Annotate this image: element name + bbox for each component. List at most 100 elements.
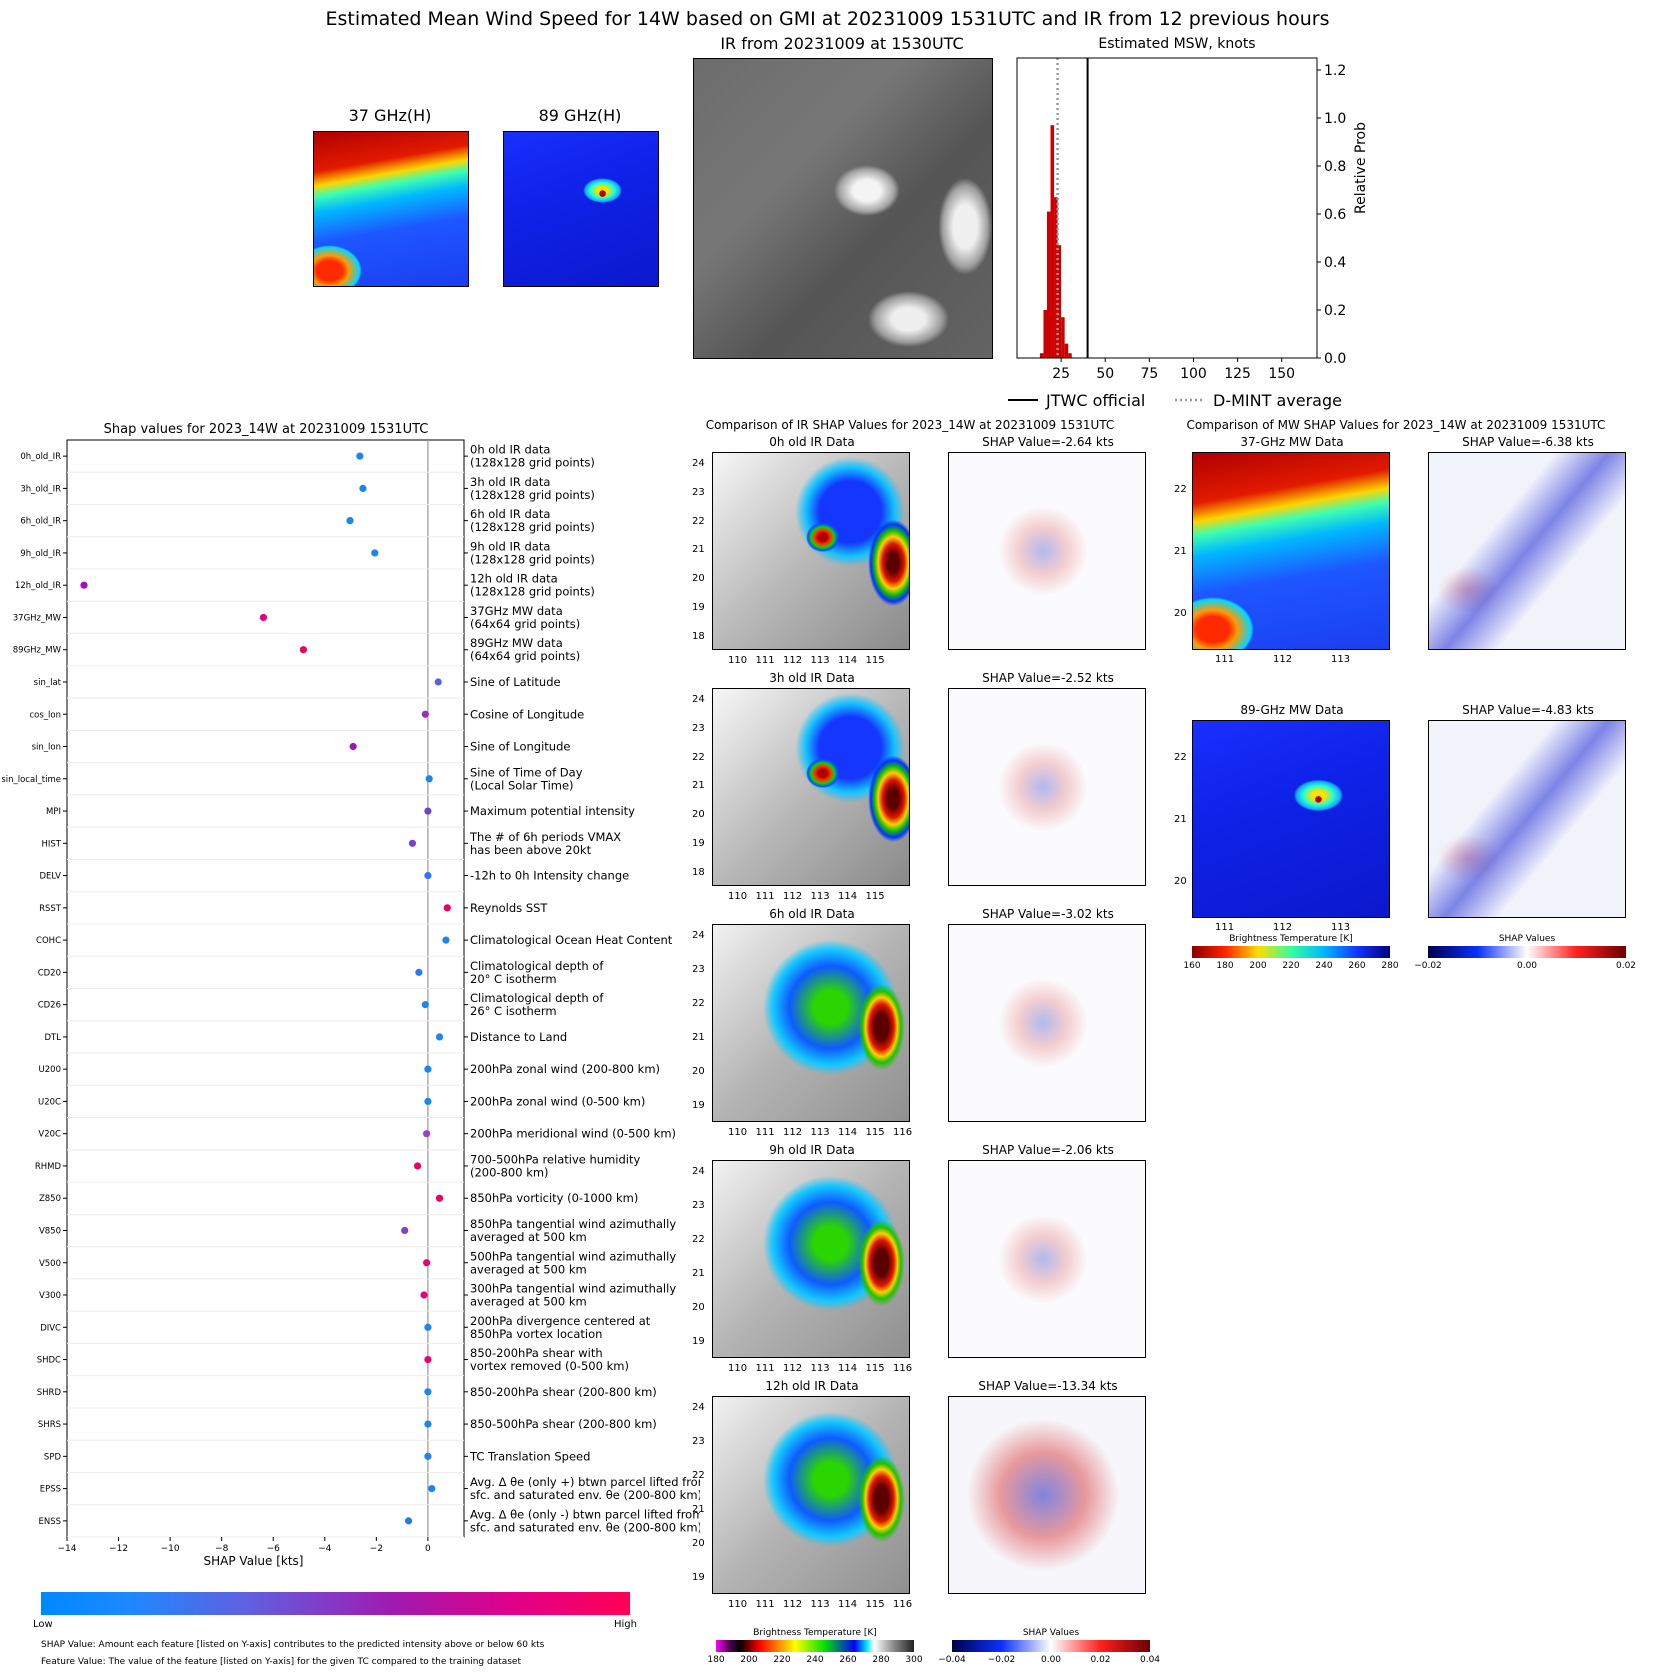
- shap-xlabel: SHAP Value [kts]: [204, 1554, 304, 1568]
- mw-shap-image-0: [1428, 452, 1626, 650]
- shap-feature-desc-24-0: 850hPa tangential wind azimuthally: [470, 1217, 676, 1231]
- ir-ytick-2-5: 19: [692, 1099, 705, 1111]
- shap-point-19: [424, 1065, 432, 1073]
- feature-colorbar-high: High: [614, 1619, 637, 1630]
- mw-colorbar-ticks: 160 180 200 220 240 260 280: [1183, 961, 1398, 973]
- shap-feature-desc-1-1: (128x128 grid points): [470, 488, 595, 502]
- ir-xtick-2-3: 113: [810, 1127, 830, 1138]
- shap-feature-desc-29-0: 850-200hPa shear (200-800 km): [470, 1385, 657, 1399]
- mw-shap-cbar-label: SHAP Values: [1498, 934, 1556, 944]
- shap-feature-desc-15-0: Climatological Ocean Heat Content: [470, 933, 673, 947]
- shap-point-13: [424, 871, 432, 880]
- ir-xtick-3-4: 114: [838, 1363, 858, 1374]
- shap-feature-name-27: DIVC: [40, 1323, 61, 1333]
- shap-feature-name-13: DELV: [39, 872, 61, 882]
- shap-feature-desc-23-0: 850hPa vorticity (0-1000 km): [470, 1191, 638, 1205]
- shap-feature-desc-7-0: Sine of Latitude: [470, 675, 561, 689]
- mw-shap-title-0: SHAP Value=-6.38 kts: [1462, 435, 1594, 449]
- ir-xtick-0-4: 114: [838, 655, 858, 666]
- shap-feature-name-2: 6h_old_IR: [20, 517, 61, 527]
- ir-ytick-1-4: 20: [692, 809, 705, 821]
- shap-feature-name-23: Z850: [39, 1194, 61, 1204]
- ir-colorbar-ticks: 180 200 220 240 260 280 300: [707, 1655, 922, 1667]
- ir-ytick-4-4: 20: [692, 1537, 705, 1549]
- shap-feature-desc-12-0: The # of 6h periods VMAX: [469, 830, 621, 844]
- msw-bar-2: [1047, 211, 1051, 358]
- ir-cbar-tick-5: 280: [872, 1655, 890, 1665]
- mw-ytick-0-2: 20: [1174, 608, 1187, 619]
- ir-xtick-1-0: 110: [728, 891, 748, 902]
- ir-xtick-2-4: 114: [838, 1127, 858, 1138]
- ir-ytick-1-0: 24: [692, 694, 705, 705]
- shap-feature-name-17: CD26: [38, 1001, 61, 1011]
- ir-xtick-3-6: 116: [893, 1363, 913, 1374]
- shap-point-33: [404, 1517, 413, 1525]
- shap-feature-name-19: U200: [39, 1065, 61, 1075]
- ir-xtick-4-2: 112: [783, 1599, 803, 1610]
- mw-colorbar: [1192, 946, 1390, 958]
- shap-feature-name-16: CD20: [38, 968, 61, 978]
- shap-point-14: [443, 904, 451, 912]
- ir-xtick-2-6: 116: [893, 1127, 913, 1138]
- shap-feature-desc-18-0: Distance to Land: [470, 1030, 567, 1044]
- ir-xtick-0-5: 115: [865, 655, 885, 666]
- ir-ytick-3-4: 20: [692, 1301, 705, 1313]
- ir-xtick-1-4: 114: [838, 891, 858, 902]
- shap-feature-desc-14-0: Reynolds SST: [470, 901, 548, 915]
- feature-colorbar-low: Low: [33, 1619, 53, 1630]
- ir-xtick-2-1: 111: [755, 1127, 775, 1138]
- ir-ytick-1-2: 22: [692, 751, 705, 763]
- shap-feature-desc-3-1: (128x128 grid points): [470, 552, 595, 566]
- shap-feature-name-3: 9h_old_IR: [20, 549, 61, 559]
- mw-xtick-1-0: 111: [1215, 922, 1235, 933]
- msw-ytick-2: 0.4: [1324, 255, 1346, 271]
- shap-feature-name-22: RHMD: [35, 1162, 62, 1172]
- msw-bar-4: [1054, 197, 1058, 358]
- ir-shap-image-1: [948, 688, 1146, 886]
- mw-data-title-1: 89-GHz MW Data: [1240, 703, 1344, 717]
- ir-shap-title-0: SHAP Value=-2.64 kts: [982, 435, 1114, 449]
- ir-data-image-1: [712, 688, 910, 886]
- mw-xtick-0-2: 113: [1331, 654, 1351, 665]
- shap-point-28: [424, 1355, 432, 1364]
- ir-ytick-0-1: 23: [692, 486, 705, 498]
- ir-data-title-2: 6h old IR Data: [769, 907, 855, 921]
- shap-feature-desc-4-0: 12h old IR data: [470, 572, 558, 586]
- shap-feature-desc-17-0: Climatological depth of: [470, 991, 604, 1005]
- msw-bar-6: [1061, 317, 1065, 358]
- msw-xtick-2: 75: [1140, 366, 1158, 382]
- shap-feature-desc-3-0: 9h old IR data: [470, 539, 550, 553]
- mw-data-image-1: [1192, 720, 1390, 918]
- shap-feature-desc-0-1: (128x128 grid points): [470, 456, 595, 470]
- shap-feature-name-1: 3h_old_IR: [20, 484, 61, 494]
- ir-ytick-3-3: 21: [692, 1267, 705, 1279]
- mw-shap-colorbar: [1428, 946, 1626, 958]
- ir-ytick-3-1: 23: [692, 1199, 705, 1211]
- shap-feature-desc-20-0: 200hPa zonal wind (0-500 km): [470, 1094, 645, 1108]
- ir-shap-image-4: [948, 1396, 1146, 1594]
- shap-feature-desc-4-1: (128x128 grid points): [470, 585, 595, 599]
- mw-ytick-0-1: 21: [1174, 546, 1187, 557]
- shap-point-20: [424, 1097, 432, 1106]
- mw-shap-cbar-tick-0: −0.02: [1414, 961, 1442, 971]
- shap-feature-name-7: sin_lat: [34, 678, 62, 688]
- ir-xtick-1-5: 115: [865, 891, 885, 902]
- msw-xtick-5: 150: [1268, 366, 1295, 382]
- ir-ytick-0-0: 24: [692, 458, 705, 469]
- shap-feature-desc-6-1: (64x64 grid points): [470, 649, 580, 663]
- shap-feature-desc-12-1: has been above 20kt: [470, 843, 592, 857]
- shap-feature-desc-25-1: averaged at 500 km: [470, 1262, 587, 1276]
- footnote-shap: SHAP Value: Amount each feature [listed …: [41, 1640, 545, 1650]
- shap-point-7: [434, 678, 442, 686]
- shap-feature-desc-30-0: 850-500hPa shear (200-800 km): [470, 1417, 657, 1431]
- ir-data-image-4: [712, 1396, 910, 1594]
- mw89-title: 89 GHz(H): [538, 106, 622, 125]
- footnote-feature: Feature Value: The value of the feature …: [41, 1657, 522, 1667]
- msw-bar-8: [1068, 353, 1072, 358]
- ir-title: IR from 20231009 at 1530UTC: [720, 34, 964, 53]
- feature-colorbar: [41, 1592, 630, 1615]
- shap-point-12: [408, 839, 417, 847]
- mw-cbar-tick-0: 160: [1183, 961, 1201, 971]
- shap-point-0: [356, 452, 364, 460]
- mw-cbar-tick-6: 280: [1381, 961, 1399, 971]
